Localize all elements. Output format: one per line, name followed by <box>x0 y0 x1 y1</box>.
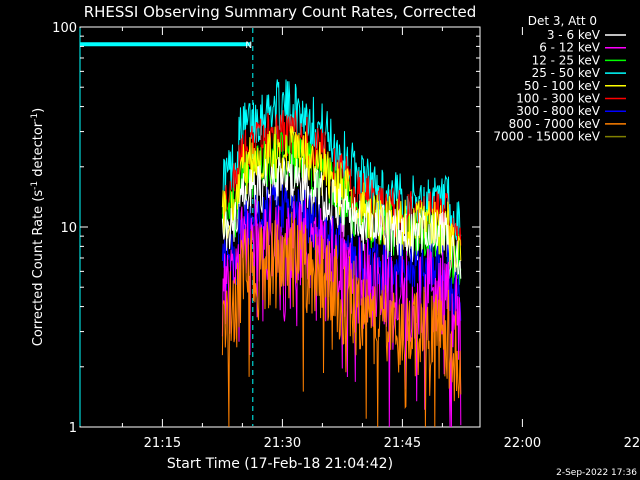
y-tick-label: 10 <box>60 221 77 236</box>
legend-title: Det 3, Att 0 <box>528 14 597 28</box>
series-line <box>221 131 462 285</box>
x-tick-label: 22:00 <box>504 436 541 451</box>
series-group <box>221 79 462 428</box>
x-tick-label: 21:45 <box>384 436 421 451</box>
x-tick-label: 22:15 <box>624 436 640 451</box>
footer-timestamp: 2-Sep-2022 17:36 <box>556 468 637 478</box>
legend-label: 100 - 300 keV <box>516 92 600 106</box>
series-line <box>221 154 462 279</box>
chart-title: RHESSI Observing Summary Count Rates, Co… <box>84 3 477 21</box>
legend-label: 3 - 6 keV <box>547 28 601 42</box>
legend-label: 7000 - 15000 keV <box>493 130 600 144</box>
x-axis-label: Start Time (17-Feb-18 21:04:42) <box>167 456 393 472</box>
y-axis-label: Corrected Count Rate (s-1 detector-1) <box>30 108 46 346</box>
legend-label: 12 - 25 keV <box>532 53 601 67</box>
x-tick-label: 21:30 <box>264 436 301 451</box>
series-line <box>221 110 462 268</box>
x-tick-label: 21:15 <box>144 436 181 451</box>
series-line <box>221 211 462 428</box>
y-tick-label: 1 <box>69 421 77 436</box>
legend-label: 300 - 800 keV <box>516 104 600 118</box>
series-line <box>221 125 462 279</box>
y-tick-label: 100 <box>52 21 77 36</box>
y-axis: 1 10 100 <box>52 21 480 436</box>
legend-label: 25 - 50 keV <box>532 66 601 80</box>
legend-label: 6 - 12 keV <box>539 41 601 55</box>
night-label: N <box>245 41 252 51</box>
legend-label: 800 - 7000 keV <box>509 117 601 131</box>
legend-label: 50 - 100 keV <box>524 79 601 93</box>
